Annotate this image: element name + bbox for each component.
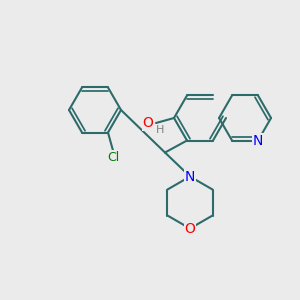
Text: O: O <box>184 221 195 236</box>
Text: N: N <box>185 169 195 184</box>
Text: Cl: Cl <box>107 151 119 164</box>
Text: O: O <box>142 116 153 130</box>
Text: H: H <box>156 125 164 135</box>
Text: N: N <box>253 134 263 148</box>
